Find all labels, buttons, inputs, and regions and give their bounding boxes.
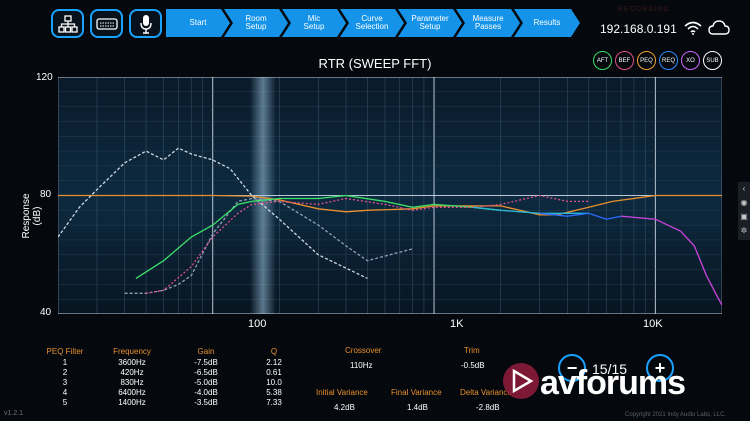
legend-badge-peq[interactable]: PEQ [637, 51, 656, 70]
recording-status: RECORDING [618, 6, 670, 13]
initial-variance-label: Initial Variance [316, 388, 368, 397]
peq-header-gain: Gain [197, 347, 215, 356]
delta-variance-label: Delta Variance [460, 388, 512, 397]
legend-badge-sub[interactable]: SUB [703, 51, 722, 70]
y-tick-label: 120 [36, 72, 53, 83]
step-results[interactable]: Results [514, 9, 580, 37]
step-measure-passes[interactable]: Measure Passes [456, 9, 520, 37]
step-curve-selection[interactable]: Curve Selection [340, 9, 404, 37]
series-line [135, 194, 501, 279]
plus-icon: + [654, 357, 666, 378]
table-cell: 1 [62, 357, 68, 367]
table-cell: 0.61 [266, 367, 282, 377]
trim-label: Trim [464, 346, 480, 355]
receiver-icon[interactable] [90, 9, 123, 38]
peq-table: PEQ Filter Frequency Gain Q 1 3600Hz -7.5d… [34, 346, 304, 407]
series-line [145, 194, 589, 294]
crossover-label: Crossover [345, 346, 382, 355]
series-line [124, 197, 413, 294]
series-line [58, 147, 368, 279]
series-line [539, 212, 622, 220]
watermark-text: avforums [540, 364, 686, 402]
table-cell: 4 [62, 387, 68, 397]
version-label: v1.2.1 [4, 410, 24, 417]
final-variance-label: Final Variance [391, 388, 442, 397]
table-cell: 1400Hz [118, 397, 146, 407]
step-mic-setup[interactable]: Mic Setup [282, 9, 346, 37]
y-tick-label: 40 [40, 307, 52, 318]
legend-badge-xo[interactable]: XO [681, 51, 700, 70]
legend-badge-req[interactable]: REQ [659, 51, 678, 70]
top-toolbar: Start Room Setup Mic Setup Curve Selecti… [0, 0, 750, 46]
table-cell: 2 [62, 367, 68, 377]
table-cell: 6400Hz [118, 387, 146, 397]
table-cell: -4.0dB [194, 387, 218, 397]
microphone-icon[interactable] [129, 9, 162, 38]
network-icon[interactable] [51, 9, 84, 38]
rtr-chart [58, 77, 722, 314]
step-parameter-setup-label: Parameter Setup [411, 14, 449, 31]
table-cell: 5 [62, 397, 68, 407]
table-cell: 5.38 [266, 387, 282, 397]
legend-badge-bef[interactable]: BEF [615, 51, 634, 70]
legend-badge-aft[interactable]: AFT [593, 51, 612, 70]
step-mic-setup-label: Mic Setup [303, 14, 325, 31]
series-line [621, 215, 722, 306]
table-cell: 3600Hz [118, 357, 146, 367]
step-start[interactable]: Start [166, 9, 230, 37]
cloud-icon[interactable] [708, 20, 730, 36]
chevron-left-icon[interactable]: ‹ [742, 184, 746, 193]
table-cell: 7.33 [266, 397, 282, 407]
peq-header-filter: PEQ Filter [46, 347, 84, 356]
step-start-label: Start [189, 18, 207, 27]
step-results-label: Results [533, 18, 561, 27]
initial-variance-value: 4.2dB [334, 403, 355, 412]
copyright-label: Copyright 2021 Indy Audio Labs, LLC. [625, 412, 727, 418]
previous-button[interactable]: − [558, 354, 586, 382]
gear-icon[interactable]: ✲ [740, 226, 748, 235]
step-parameter-setup[interactable]: Parameter Setup [398, 9, 462, 37]
table-cell: -7.5dB [194, 357, 218, 367]
step-measure-passes-label: Measure Passes [472, 14, 504, 31]
peq-header-q: Q [270, 347, 278, 356]
page-indicator: 15/15 [592, 361, 628, 377]
image-icon[interactable]: ▣ [740, 212, 748, 221]
series-line [58, 194, 722, 216]
x-tick-label: 1K [450, 318, 464, 330]
crossover-highlight [250, 77, 276, 314]
minus-icon: − [566, 357, 578, 378]
table-row: 3 830Hz -5.0dB 10.0 [34, 377, 304, 387]
crossover-value: 110Hz [350, 361, 373, 370]
table-row: 5 1400Hz -3.5dB 7.33 [34, 397, 304, 407]
table-cell: -5.0dB [194, 377, 218, 387]
table-row: 1 3600Hz -7.5dB 2.12 [34, 357, 304, 367]
table-cell: -6.5dB [194, 367, 218, 377]
table-cell: 830Hz [120, 377, 144, 387]
table-cell: 10.0 [266, 377, 282, 387]
wifi-icon [684, 21, 702, 35]
table-cell: -3.5dB [194, 397, 218, 407]
final-variance-value: 1.4dB [407, 403, 428, 412]
trim-value: -0.5dB [461, 361, 485, 370]
x-tick-label: 10K [643, 318, 663, 330]
series-line [472, 206, 589, 214]
step-curve-selection-label: Curve Selection [355, 14, 389, 31]
avforums-logo-icon [503, 363, 539, 399]
step-room-setup-label: Room Setup [245, 14, 267, 31]
table-cell: 420Hz [120, 367, 144, 377]
chart-title: RTR (SWEEP FFT) [318, 56, 432, 71]
y-tick-label: 80 [40, 189, 52, 200]
table-cell: 3 [62, 377, 68, 387]
delta-variance-value: -2.8dB [476, 403, 500, 412]
table-row: 2 420Hz -6.5dB 0.61 [34, 367, 304, 377]
camera-icon[interactable]: ◉ [740, 198, 748, 207]
x-tick-label: 100 [248, 318, 267, 330]
next-button[interactable]: + [646, 354, 674, 382]
ip-address: 192.168.0.191 [600, 22, 677, 36]
step-room-setup[interactable]: Room Setup [224, 9, 288, 37]
side-toolbar: ‹ ◉ ▣ ✲ [738, 182, 750, 240]
table-cell: 2.12 [266, 357, 282, 367]
peq-header-frequency: Frequency [113, 347, 151, 356]
table-row: 4 6400Hz -4.0dB 5.38 [34, 387, 304, 397]
